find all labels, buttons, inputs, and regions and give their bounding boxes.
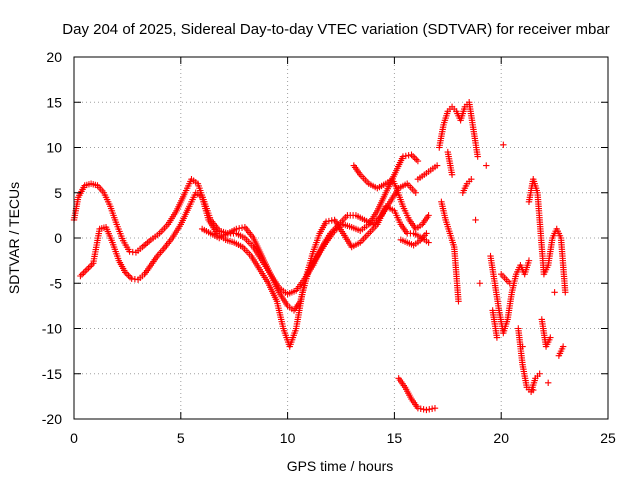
data-point — [82, 268, 89, 275]
data-point — [476, 280, 484, 287]
data-point — [562, 289, 569, 296]
y-tick-label: 20 — [46, 49, 62, 65]
data-point — [472, 216, 479, 224]
data-point — [519, 343, 526, 350]
data-point — [551, 289, 558, 296]
data-point — [420, 406, 427, 413]
data-point — [325, 217, 333, 225]
data-point — [235, 225, 243, 232]
data-point — [544, 379, 552, 386]
data-point — [423, 406, 430, 414]
data-point — [426, 406, 433, 413]
data-point — [559, 343, 567, 350]
plot-area — [70, 99, 569, 414]
axis-ticks: 0 5 10 15 20 25 -20 -15 -10 -5 0 5 10 15 20 — [42, 49, 616, 446]
data-point — [506, 280, 513, 287]
data-point — [423, 230, 430, 237]
data-point — [408, 151, 415, 158]
data-point — [448, 171, 456, 178]
data-point — [399, 153, 407, 160]
data-point — [413, 156, 420, 163]
data-point — [493, 334, 501, 341]
grid — [74, 57, 608, 419]
x-tick-label: 0 — [70, 430, 78, 446]
data-point — [417, 405, 424, 412]
data-point — [425, 212, 432, 219]
data-point — [411, 154, 418, 162]
data-point — [322, 218, 330, 225]
data-point — [468, 175, 475, 183]
data-point — [402, 152, 409, 160]
chart-title: Day 204 of 2025, Sidereal Day-to-day VTE… — [62, 21, 609, 38]
x-tick-label: 10 — [280, 430, 296, 446]
data-point — [530, 386, 537, 394]
data-point — [83, 266, 91, 273]
x-tick-label: 5 — [177, 430, 185, 446]
data-point — [414, 157, 422, 165]
data-point — [536, 370, 543, 377]
data-point — [405, 152, 412, 159]
y-tick-label: 0 — [54, 230, 62, 246]
y-tick-label: 10 — [46, 140, 62, 156]
x-tick-label: 15 — [387, 430, 403, 446]
data-point — [328, 217, 335, 224]
data-point — [78, 271, 86, 278]
data-point — [77, 272, 84, 280]
data-point — [85, 264, 92, 272]
y-tick-label: 5 — [54, 185, 62, 201]
data-point — [86, 263, 94, 270]
data-point — [409, 153, 417, 160]
y-tick-label: -20 — [42, 411, 62, 427]
data-point — [125, 272, 132, 279]
data-point — [483, 162, 490, 169]
data-point — [414, 404, 422, 412]
y-tick-label: -5 — [50, 275, 63, 291]
x-tick-label: 25 — [600, 430, 616, 446]
data-point — [525, 257, 533, 264]
data-point — [433, 162, 441, 169]
data-point — [412, 189, 419, 196]
data-point — [455, 298, 462, 305]
data-point — [233, 225, 240, 233]
data-point — [474, 153, 481, 160]
data-point — [500, 141, 507, 148]
y-tick-label: -15 — [42, 366, 62, 382]
x-axis-label: GPS time / hours — [287, 458, 394, 474]
x-tick-label: 20 — [493, 430, 509, 446]
data-point — [547, 334, 554, 341]
data-point — [431, 404, 439, 412]
data-point — [80, 269, 87, 277]
y-axis-label: SDTVAR / TECUs — [6, 182, 22, 294]
y-tick-label: 15 — [46, 94, 62, 110]
data-point — [428, 405, 436, 412]
data-point — [238, 224, 246, 231]
data-point — [425, 239, 432, 246]
y-tick-label: -10 — [42, 321, 62, 337]
